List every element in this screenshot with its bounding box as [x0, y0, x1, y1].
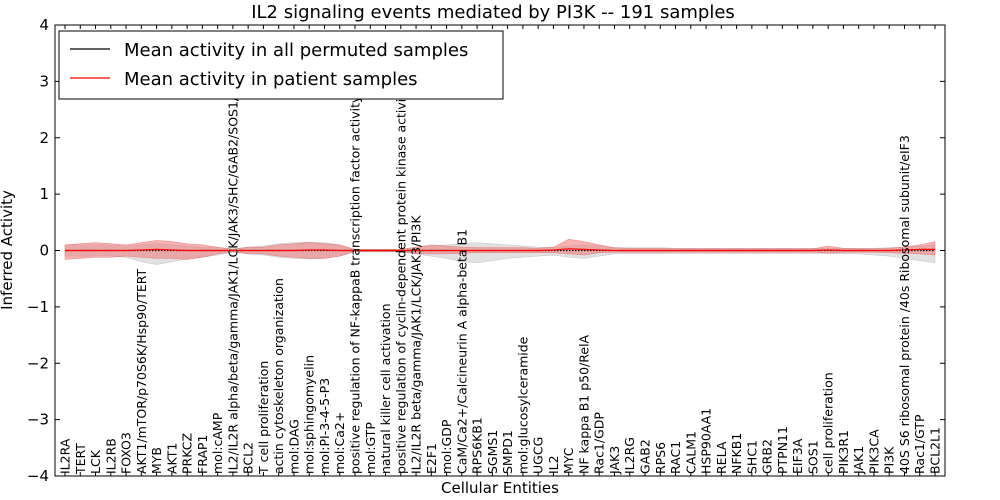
x-category-label: JAK1: [851, 446, 866, 475]
x-category-label: HSP90AA1: [699, 408, 714, 474]
x-category-label: IL2: [546, 455, 561, 474]
y-tick-label: −2: [27, 354, 49, 372]
x-category-label: mol:PI-3-4-5-P3: [317, 378, 332, 474]
band-series-1: [64, 238, 936, 260]
x-category-label: TERT: [73, 443, 88, 475]
y-tick-label: 0: [39, 242, 49, 260]
x-category-label: MYB: [149, 447, 164, 474]
y-axis-label: Inferred Activity: [0, 190, 16, 310]
x-category-label: positive regulation of NF-kappaB transcr…: [348, 95, 363, 474]
x-axis-label: Cellular Entities: [441, 479, 559, 497]
x-category-label: CALM1: [683, 431, 698, 474]
x-category-label: T cell proliferation: [256, 361, 271, 475]
x-category-label: PTPN11: [775, 426, 790, 474]
x-category-label: MYC: [561, 447, 576, 474]
x-category-label: mol:DAG: [286, 419, 301, 474]
x-category-label: 40S S6 ribosomal protein /40s Ribosomal …: [897, 135, 912, 474]
x-category-label: actin cytoskeleton organization: [271, 278, 286, 474]
y-tick-label: −4: [27, 467, 49, 485]
x-category-label: mol:GTP: [363, 422, 378, 474]
chart-title: IL2 signaling events mediated by PI3K --…: [251, 2, 735, 23]
x-category-label: Rac1/GDP: [592, 412, 607, 474]
x-category-label: FRAP1: [195, 435, 210, 474]
x-category-label: Rac1/GTP: [912, 414, 927, 474]
y-tick-label: 1: [39, 185, 49, 203]
x-axis-category-labels: IL2RA TERT LCK IL2RB FOXO3 AKT1/mTOR/p70S6K/H…: [58, 64, 943, 475]
x-category-label: SGMS1: [485, 430, 500, 474]
x-category-label: IL2RB: [103, 438, 118, 474]
x-category-label: PIK3CA: [866, 429, 881, 474]
x-category-label: GRB2: [760, 439, 775, 474]
x-axis-ticks: [64, 25, 936, 476]
legend: Mean activity in all permuted samples Me…: [58, 30, 504, 100]
x-category-label: E2F1: [424, 443, 439, 474]
line-series-1: [65, 248, 935, 252]
y-tick-label: 2: [39, 129, 49, 147]
legend-label-permuted: Mean activity in all permuted samples: [124, 40, 468, 61]
y-tick-label: 3: [39, 72, 49, 90]
x-category-label: BCL2L1: [928, 427, 943, 474]
activity-bands: [64, 238, 936, 265]
x-category-label: EIF3A: [790, 438, 805, 474]
x-category-label: UGCG: [531, 437, 546, 474]
x-category-label: SMPD1: [500, 430, 515, 474]
series-lines: [65, 248, 935, 252]
x-category-label: GAB2: [638, 439, 653, 474]
x-category-label: SOS1: [805, 440, 820, 474]
x-category-label: positive regulation of cyclin-dependent …: [393, 86, 408, 474]
x-category-label: PRKCZ: [180, 433, 195, 474]
x-category-label: mol:GDP: [439, 419, 454, 474]
x-category-label: RELA: [714, 441, 729, 474]
x-category-label: RPS6KB1: [470, 417, 485, 474]
x-category-label: RPS6: [653, 442, 668, 474]
y-axis-ticks: −4 −3 −2 −1 0 1 2 3 4: [27, 16, 945, 485]
x-category-label: IL2RA: [58, 438, 73, 474]
x-category-label: BCL2: [241, 442, 256, 474]
x-category-label: NF kappa B1 p50/RelA: [576, 334, 591, 474]
x-category-label: IL2/IL2R beta/gamma/JAK1/LCK/JAK3/PI3K: [409, 215, 424, 474]
x-category-label: FOXO3: [119, 432, 134, 474]
x-category-label: mol:Ca2+: [332, 412, 347, 474]
x-category-label: mol:glucosylceramide: [515, 336, 530, 474]
y-tick-label: −1: [27, 298, 49, 316]
x-category-label: AKT1: [164, 443, 179, 474]
legend-label-patient: Mean activity in patient samples: [124, 69, 418, 90]
x-category-label: RAC1: [668, 441, 683, 474]
legend-box: [58, 30, 504, 100]
y-tick-label: −3: [27, 411, 49, 429]
x-category-label: mol:sphingomyelin: [302, 355, 317, 474]
x-category-label: LCK: [88, 449, 103, 474]
x-category-label: IL2RG: [622, 437, 637, 474]
x-category-label: SHC1: [744, 440, 759, 474]
x-category-label: natural killer cell activation: [378, 303, 393, 474]
x-category-label: PIK3R1: [836, 430, 851, 474]
x-category-label: IL2/IL2R alpha/beta/gamma/JAK1/LCK/JAK3/…: [225, 64, 240, 474]
x-category-label: PI3K: [882, 446, 897, 474]
y-tick-label: 4: [39, 16, 49, 34]
x-category-label: JAK3: [607, 446, 622, 475]
x-category-label: AKT1/mTOR/p70S6K/Hsp90/TERT: [134, 268, 149, 474]
x-category-label: cell proliferation: [821, 372, 836, 474]
x-category-label: NFKB1: [729, 433, 744, 474]
x-category-label: CaM/Ca2+/Calcineurin A alpha-beta B1: [454, 229, 469, 474]
x-category-label: mol:cAMP: [210, 412, 225, 474]
